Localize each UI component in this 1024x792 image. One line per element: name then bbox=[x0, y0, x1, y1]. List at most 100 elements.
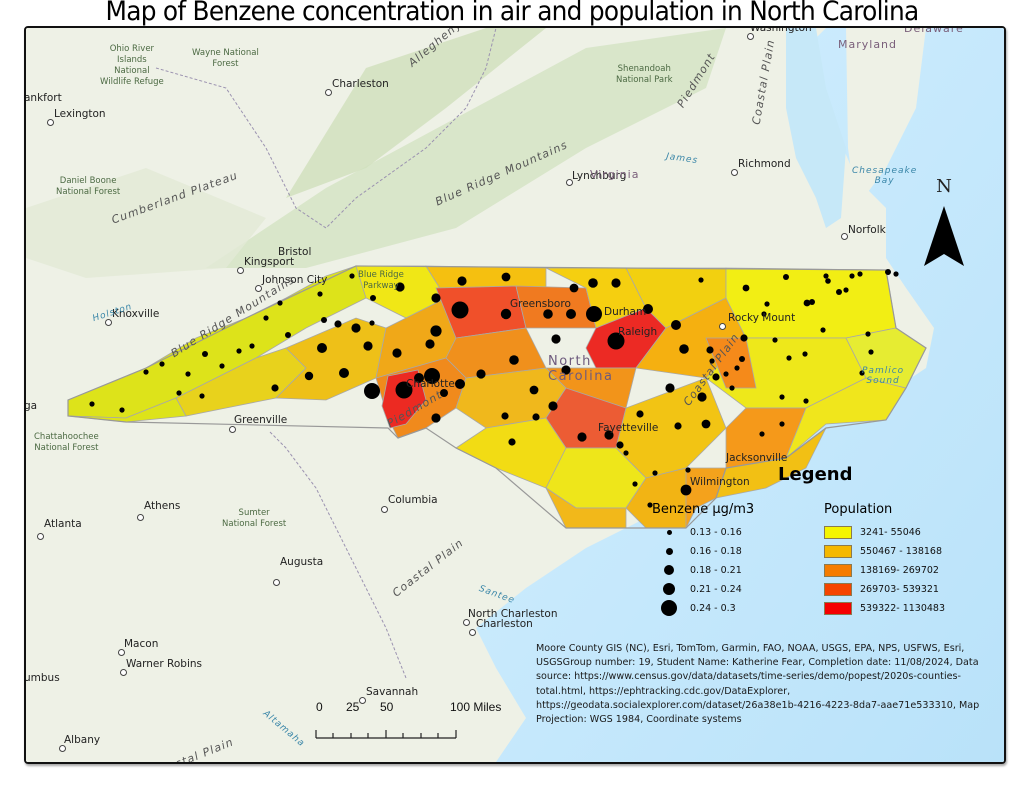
legend-title: Legend bbox=[778, 464, 853, 485]
city-marker-icon bbox=[255, 285, 262, 292]
north-label: N bbox=[936, 176, 952, 197]
place-label: Raleigh bbox=[618, 326, 658, 338]
benzene-legend-label: 0.24 - 0.3 bbox=[690, 602, 736, 614]
population-legend-label: 138169- 269702 bbox=[860, 564, 939, 576]
scale-bar bbox=[315, 730, 457, 739]
place-label: Chattahoochee National Forest bbox=[34, 432, 99, 453]
place-label: ankfort bbox=[24, 92, 62, 104]
place-label: Augusta bbox=[280, 556, 324, 568]
population-legend-item: 3241- 55046 bbox=[824, 524, 921, 540]
population-legend-item: 269703- 539321 bbox=[824, 581, 939, 597]
benzene-symbol-icon bbox=[661, 600, 677, 616]
city-marker-icon bbox=[359, 697, 366, 704]
county bbox=[685, 467, 727, 529]
benzene-legend-item: 0.16 - 0.18 bbox=[658, 543, 742, 559]
county bbox=[705, 337, 757, 389]
place-label: Bristol bbox=[278, 246, 312, 258]
benzene-symbol-icon bbox=[665, 547, 673, 555]
place-label: Wilmington bbox=[690, 476, 750, 488]
place-label: Lynchburg bbox=[572, 170, 627, 182]
city-marker-icon bbox=[747, 33, 754, 40]
north-arrow-icon bbox=[924, 206, 964, 266]
population-legend-item: 539322- 1130483 bbox=[824, 600, 945, 616]
place-label: Ohio River Islands National Wildlife Ref… bbox=[100, 44, 164, 87]
city-marker-icon bbox=[273, 579, 280, 586]
water-label: Pamlico Sound bbox=[862, 366, 905, 386]
credits-text: Moore County GIS (NC), Esri, TomTom, Gar… bbox=[536, 643, 980, 726]
place-label: Virginia bbox=[590, 168, 640, 181]
city-marker-icon bbox=[566, 179, 573, 186]
atlantic-ocean bbox=[476, 28, 1004, 762]
county bbox=[544, 486, 627, 529]
place-label: Charleston bbox=[476, 618, 533, 630]
place-label: Daniel Boone National Forest bbox=[56, 176, 121, 197]
place-label: Wayne National Forest bbox=[192, 48, 259, 69]
place-label: Blue Ridge Parkway bbox=[358, 270, 404, 291]
basemap[interactable] bbox=[26, 28, 1004, 762]
place-label: Greensboro bbox=[510, 298, 571, 310]
benzene-legend-item: 0.24 - 0.3 bbox=[658, 600, 736, 616]
benzene-symbols bbox=[89, 269, 899, 508]
county bbox=[275, 317, 387, 401]
map-frame[interactable]: Washington Maryland Delaware Charleston Lexi… bbox=[24, 26, 1006, 764]
place-label: Fayetteville bbox=[598, 422, 659, 434]
place-label: Jacksonville bbox=[726, 452, 788, 464]
benzene-legend-item: 0.18 - 0.21 bbox=[658, 562, 742, 578]
city-marker-icon bbox=[137, 514, 144, 521]
scale-tick-100: 100 Miles bbox=[450, 700, 502, 714]
city-marker-icon bbox=[463, 619, 470, 626]
population-legend-item: 550467 - 138168 bbox=[824, 543, 942, 559]
benzene-legend-label: 0.21 - 0.24 bbox=[690, 583, 742, 595]
population-swatch-icon bbox=[824, 601, 852, 615]
city-marker-icon bbox=[381, 506, 388, 513]
place-label: Macon bbox=[124, 638, 159, 650]
city-marker-icon bbox=[120, 669, 127, 676]
city-marker-icon bbox=[59, 745, 66, 752]
population-swatch-icon bbox=[824, 525, 852, 539]
place-label: Charlotte bbox=[406, 378, 455, 390]
chesapeake-bay bbox=[786, 28, 846, 228]
benzene-legend-item: 0.13 - 0.16 bbox=[658, 524, 742, 540]
benzene-legend-title: Benzene µg/m3 bbox=[652, 502, 755, 517]
place-label: Lexington bbox=[54, 108, 106, 120]
map-title: Map of Benzene concentration in air and … bbox=[105, 0, 920, 27]
place-label: Savannah bbox=[366, 686, 419, 698]
population-legend-label: 539322- 1130483 bbox=[860, 602, 946, 614]
place-label: ga bbox=[24, 400, 38, 412]
city-marker-icon bbox=[469, 629, 476, 636]
place-label: Warner Robins bbox=[126, 658, 203, 670]
population-legend-item: 138169- 269702 bbox=[824, 562, 939, 578]
place-label: Charleston bbox=[332, 78, 389, 90]
place-label: Atlanta bbox=[44, 518, 82, 530]
state-border bbox=[155, 28, 497, 229]
population-swatch-icon bbox=[824, 544, 852, 558]
place-label: Maryland bbox=[838, 38, 898, 51]
scale-tick-50: 50 bbox=[380, 700, 394, 714]
place-label: Knoxville bbox=[112, 308, 160, 320]
place-label: Shenandoah National Park bbox=[616, 64, 673, 85]
nc-outline bbox=[67, 265, 927, 529]
place-label: umbus bbox=[24, 672, 60, 684]
place-label: Greenville bbox=[234, 414, 288, 426]
city-marker-icon bbox=[841, 233, 848, 240]
place-label: North Charleston bbox=[468, 608, 558, 620]
population-swatch-icon bbox=[824, 563, 852, 577]
place-label: Durham bbox=[604, 306, 647, 318]
benzene-symbol-icon bbox=[663, 583, 675, 595]
place-label: Johnson City bbox=[262, 274, 328, 286]
city-marker-icon bbox=[47, 119, 54, 126]
population-legend-label: 3241- 55046 bbox=[860, 526, 921, 538]
place-label: Richmond bbox=[738, 158, 791, 170]
city-marker-icon bbox=[731, 169, 738, 176]
place-label: Norfolk bbox=[848, 224, 886, 236]
benzene-legend-item: 0.21 - 0.24 bbox=[658, 581, 742, 597]
city-marker-icon bbox=[229, 426, 236, 433]
place-label: Albany bbox=[64, 734, 101, 746]
benzene-legend-label: 0.16 - 0.18 bbox=[690, 545, 742, 557]
population-legend-title: Population bbox=[824, 502, 893, 517]
place-label: Kingsport bbox=[244, 256, 295, 268]
city-marker-icon bbox=[719, 323, 726, 330]
place-label: Athens bbox=[144, 500, 181, 512]
state-border-sc-ga bbox=[269, 431, 407, 679]
population-swatch-icon bbox=[824, 582, 852, 596]
